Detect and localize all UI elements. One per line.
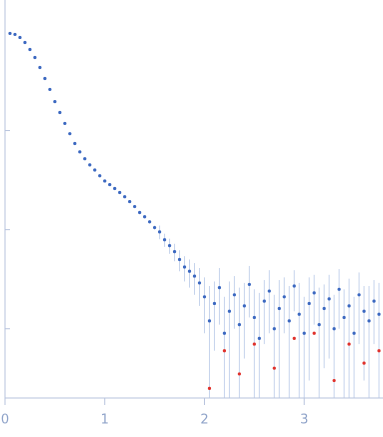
data-point <box>207 386 212 390</box>
data-point <box>197 281 202 285</box>
data-point <box>377 349 381 353</box>
data-point <box>362 361 366 365</box>
data-point <box>232 293 236 297</box>
data-point <box>78 150 82 154</box>
data-point <box>372 299 376 303</box>
data-point <box>118 190 122 195</box>
data-point <box>138 210 142 215</box>
data-point <box>352 331 356 335</box>
data-point <box>317 323 321 327</box>
data-point <box>83 157 87 161</box>
x-tick-label: 0 <box>1 413 9 428</box>
data-point <box>277 306 281 311</box>
data-point <box>212 301 217 306</box>
data-point <box>18 35 22 40</box>
data-point <box>23 40 27 45</box>
data-point <box>227 309 232 313</box>
data-point <box>133 204 137 209</box>
data-point <box>153 225 157 230</box>
data-point <box>292 284 296 288</box>
data-point <box>143 215 147 219</box>
data-point <box>38 65 42 70</box>
data-point <box>237 372 241 376</box>
data-point <box>53 99 57 104</box>
data-point <box>272 327 276 331</box>
data-point <box>217 286 222 290</box>
plot-area <box>8 31 381 398</box>
data-point <box>332 327 336 331</box>
data-point <box>327 297 331 301</box>
data-point <box>113 186 117 191</box>
x-tick-label: 2 <box>200 413 208 428</box>
data-point <box>28 47 32 52</box>
data-point <box>252 315 256 320</box>
data-point <box>162 238 167 242</box>
data-point <box>187 269 192 273</box>
x-tick-label: 3 <box>300 413 308 428</box>
data-point <box>312 331 316 335</box>
data-point <box>262 299 266 303</box>
data-point <box>43 76 47 81</box>
data-point <box>237 323 241 327</box>
data-point <box>13 32 17 37</box>
data-point <box>272 366 276 370</box>
data-point <box>287 319 291 323</box>
data-point <box>73 141 77 146</box>
data-point <box>297 312 301 316</box>
data-point <box>247 282 251 287</box>
data-point <box>307 301 311 306</box>
data-point <box>362 309 366 313</box>
data-point <box>88 163 92 167</box>
data-point <box>157 230 162 234</box>
data-point <box>252 342 256 346</box>
data-point <box>267 289 271 293</box>
data-point <box>63 121 67 126</box>
data-point <box>177 257 182 262</box>
data-point <box>222 349 227 353</box>
data-point <box>367 319 371 323</box>
data-point <box>342 315 346 320</box>
data-point <box>282 295 286 299</box>
data-point <box>292 336 296 340</box>
data-point <box>347 304 351 308</box>
data-point <box>222 331 227 335</box>
data-point <box>128 199 132 204</box>
data-point <box>377 312 381 316</box>
data-point <box>93 168 97 172</box>
data-point <box>33 55 37 60</box>
data-point <box>357 293 361 297</box>
data-point <box>202 295 207 299</box>
data-point <box>242 304 246 308</box>
data-point <box>347 342 351 346</box>
data-point <box>103 179 107 183</box>
data-point <box>332 378 336 383</box>
data-point <box>148 220 152 224</box>
data-point <box>302 331 306 335</box>
data-point <box>8 31 12 36</box>
data-point <box>172 250 177 254</box>
data-point <box>337 287 341 291</box>
data-point <box>207 319 212 323</box>
data-point <box>192 274 197 278</box>
data-point <box>98 174 102 178</box>
x-tick-label: 1 <box>101 413 109 428</box>
data-point <box>48 87 52 92</box>
data-point <box>68 132 72 136</box>
data-point <box>123 195 127 199</box>
data-point <box>322 306 326 311</box>
data-point <box>182 265 187 269</box>
data-point <box>312 291 316 295</box>
data-point <box>58 110 62 115</box>
data-point <box>167 244 172 248</box>
data-point <box>108 182 112 187</box>
data-point <box>257 336 261 340</box>
